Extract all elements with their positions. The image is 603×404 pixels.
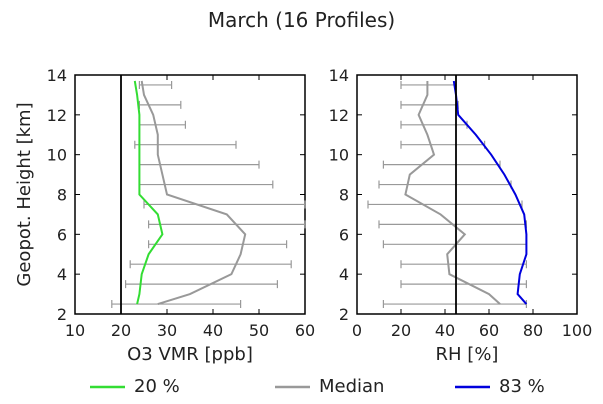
panel-1-frame	[74, 74, 306, 315]
panel-1-x-axis-label: O3 VMR [ppb]	[127, 344, 253, 365]
panel-2-x-axis-label: RH [%]	[436, 344, 499, 365]
panel-1-y-axis-label: Geopot. Height [km]	[14, 102, 35, 286]
panel-1-y-tick-label: 4	[57, 265, 67, 284]
panel-2-y-tick-label: 2	[339, 305, 349, 324]
panel-2-y-tick-label: 8	[339, 186, 349, 205]
panel-2-y-tick-label: 10	[329, 146, 349, 165]
panel-2-y-tick-label: 14	[329, 66, 349, 85]
panel-2-x-tick-label: 20	[391, 321, 411, 340]
legend-label-p83: 83 %	[499, 376, 545, 397]
panel-1-y-tick-label: 2	[57, 305, 67, 324]
panel-1-x-tick-label: 40	[203, 321, 223, 340]
panel-2-x-tick-label: 80	[523, 321, 543, 340]
panel-2-frame	[356, 74, 578, 315]
legend-label-median: Median	[319, 376, 384, 397]
panel-2-x-tick-label: 100	[562, 321, 593, 340]
panel-2-y-tick-label: 12	[329, 106, 349, 125]
panel-1-y-tick-label: 8	[57, 186, 67, 205]
panel-2-x-tick-label: 40	[435, 321, 455, 340]
panel-2-series-median	[404, 80, 501, 305]
panel-1-series-p20	[133, 80, 164, 305]
panel-2-y-tick-label: 6	[339, 225, 349, 244]
panel-1-x-tick-label: 30	[157, 321, 177, 340]
panel-2-series-p83	[452, 80, 528, 305]
panel-1-y-tick-label: 12	[47, 106, 67, 125]
panel-2-x-tick-label: 60	[479, 321, 499, 340]
panel-1-y-tick-label: 14	[47, 66, 67, 85]
legend-label-p20: 20 %	[134, 376, 180, 397]
panel-1-x-tick-label: 10	[65, 321, 85, 340]
panel-1-series-median	[140, 80, 247, 305]
panel-2-error-bars	[367, 80, 527, 309]
panel-1-y-tick-label: 10	[47, 146, 67, 165]
panel-1-y-tick-label: 6	[57, 225, 67, 244]
panel-1-x-tick-label: 20	[111, 321, 131, 340]
panel-1-x-tick-label: 60	[295, 321, 315, 340]
panel-2-y-tick-label: 4	[339, 265, 349, 284]
chart-title: March (16 Profiles)	[207, 8, 396, 32]
panel-1-x-tick-label: 50	[249, 321, 269, 340]
panel-2-x-tick-label: 0	[352, 321, 362, 340]
